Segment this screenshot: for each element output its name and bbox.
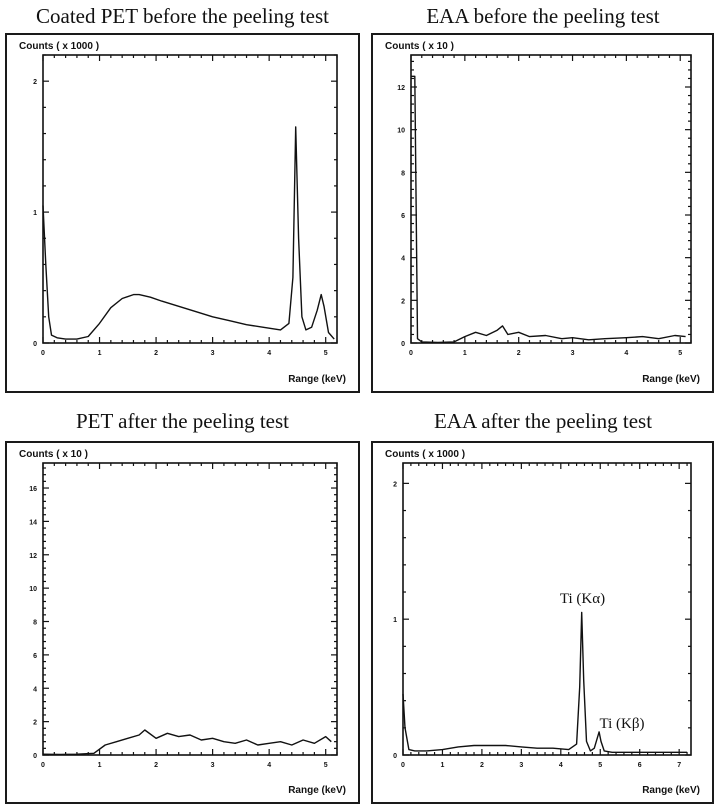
x-tick-label: 2 [517,350,521,357]
x-tick-label: 0 [41,350,45,357]
chart-svg-0: 0 1 2 3 4 5 0 1 2 [33,54,338,357]
x-tick-label: 0 [41,762,45,769]
x-tick-label: 1 [98,350,102,357]
spectrum-line-1-0 [411,75,686,344]
y-tick-label: 0 [33,341,37,348]
x-tick-label: 3 [211,350,215,357]
y-tick-label: 1 [393,617,397,624]
y-tick-label: 2 [33,720,37,727]
x-tick-label: 4 [559,762,563,769]
y-tick-label: 1 [33,210,37,217]
x-tick-label: 5 [324,762,328,769]
x-tick-label: 2 [480,762,484,769]
y-axis-label-0: Counts ( x 1000 ) [19,41,100,52]
chart-panel-1: EAA before the peeling test Counts ( x 1… [368,0,718,395]
x-axis-label-0: Range (keV) [288,374,346,385]
chart-panel-3: EAA after the peeling test Counts ( x 10… [368,405,718,805]
x-tick-label: 4 [267,762,271,769]
x-tick-label: 2 [154,350,158,357]
y-tick-label: 12 [29,553,37,560]
y-tick-label: 16 [29,486,37,493]
y-tick-label: 4 [33,686,37,693]
plot-area-2 [42,462,338,756]
y-tick-label: 2 [393,481,397,488]
y-tick-label: 8 [401,170,405,177]
x-tick-label: 0 [409,350,413,357]
x-tick-label: 4 [267,350,271,357]
chart-title-1: EAA before the peeling test [426,4,660,28]
x-axis-label-3: Range (keV) [642,785,700,796]
y-tick-label: 0 [33,753,37,760]
y-tick-label: 4 [401,256,405,263]
y-axis-label-3: Counts ( x 1000 ) [385,449,466,460]
x-tick-label: 5 [324,350,328,357]
y-tick-label: 0 [401,341,405,348]
y-tick-label: 2 [401,298,405,305]
chart-panel-0: Coated PET before the peeling test Count… [0,0,365,395]
x-tick-label: 5 [598,762,602,769]
y-tick-label: 2 [33,79,37,86]
spectrum-line-3-0 [402,611,688,753]
y-tick-label: 10 [397,128,405,135]
peak-annotation: Ti (Kβ) [599,716,644,732]
x-tick-label: 4 [624,350,628,357]
y-tick-label: 6 [401,213,405,220]
chart-panel-2: PET after the peeling test Counts ( x 10… [0,405,365,805]
x-tick-label: 1 [440,762,444,769]
y-tick-label: 12 [397,85,405,92]
chart-title-0: Coated PET before the peeling test [36,4,329,28]
plot-area-3 [402,462,692,756]
chart-frame-3: Counts ( x 1000 ) Range (keV) 0 1 2 3 4 5 6 7 0 1… [371,441,714,804]
peak-annotation: Ti (Kα) [560,591,605,607]
spectrum-line-2-0 [42,729,332,756]
x-tick-label: 0 [401,762,405,769]
x-tick-label: 3 [211,762,215,769]
x-tick-label: 6 [638,762,642,769]
y-axis-label-2: Counts ( x 10 ) [19,449,88,460]
spectrum-line-0-0 [42,126,335,340]
y-axis-label-1: Counts ( x 10 ) [385,41,454,52]
x-axis-label-2: Range (keV) [288,785,346,796]
y-tick-label: 10 [29,586,37,593]
plot-area-0 [42,54,338,344]
y-tick-label: 14 [29,519,37,526]
y-tick-label: 6 [33,653,37,660]
x-tick-label: 5 [678,350,682,357]
x-tick-label: 3 [571,350,575,357]
chart-frame-0: Counts ( x 1000 ) Range (keV) 0 1 2 3 4 5 0 1 2 [5,33,360,393]
x-tick-label: 7 [677,762,681,769]
x-tick-label: 1 [98,762,102,769]
x-axis-label-1: Range (keV) [642,374,700,385]
x-tick-label: 2 [154,762,158,769]
chart-svg-3: 0 1 2 3 4 5 6 7 0 1 2 Ti (Kα) Ti (Kβ) [393,462,692,769]
y-tick-label: 0 [393,753,397,760]
y-tick-label: 8 [33,620,37,627]
chart-title-2: PET after the peeling test [75,409,290,433]
plot-area-1 [410,54,692,344]
x-tick-label: 1 [463,350,467,357]
x-tick-label: 3 [519,762,523,769]
chart-title-3: EAA after the peeling test [433,409,653,433]
